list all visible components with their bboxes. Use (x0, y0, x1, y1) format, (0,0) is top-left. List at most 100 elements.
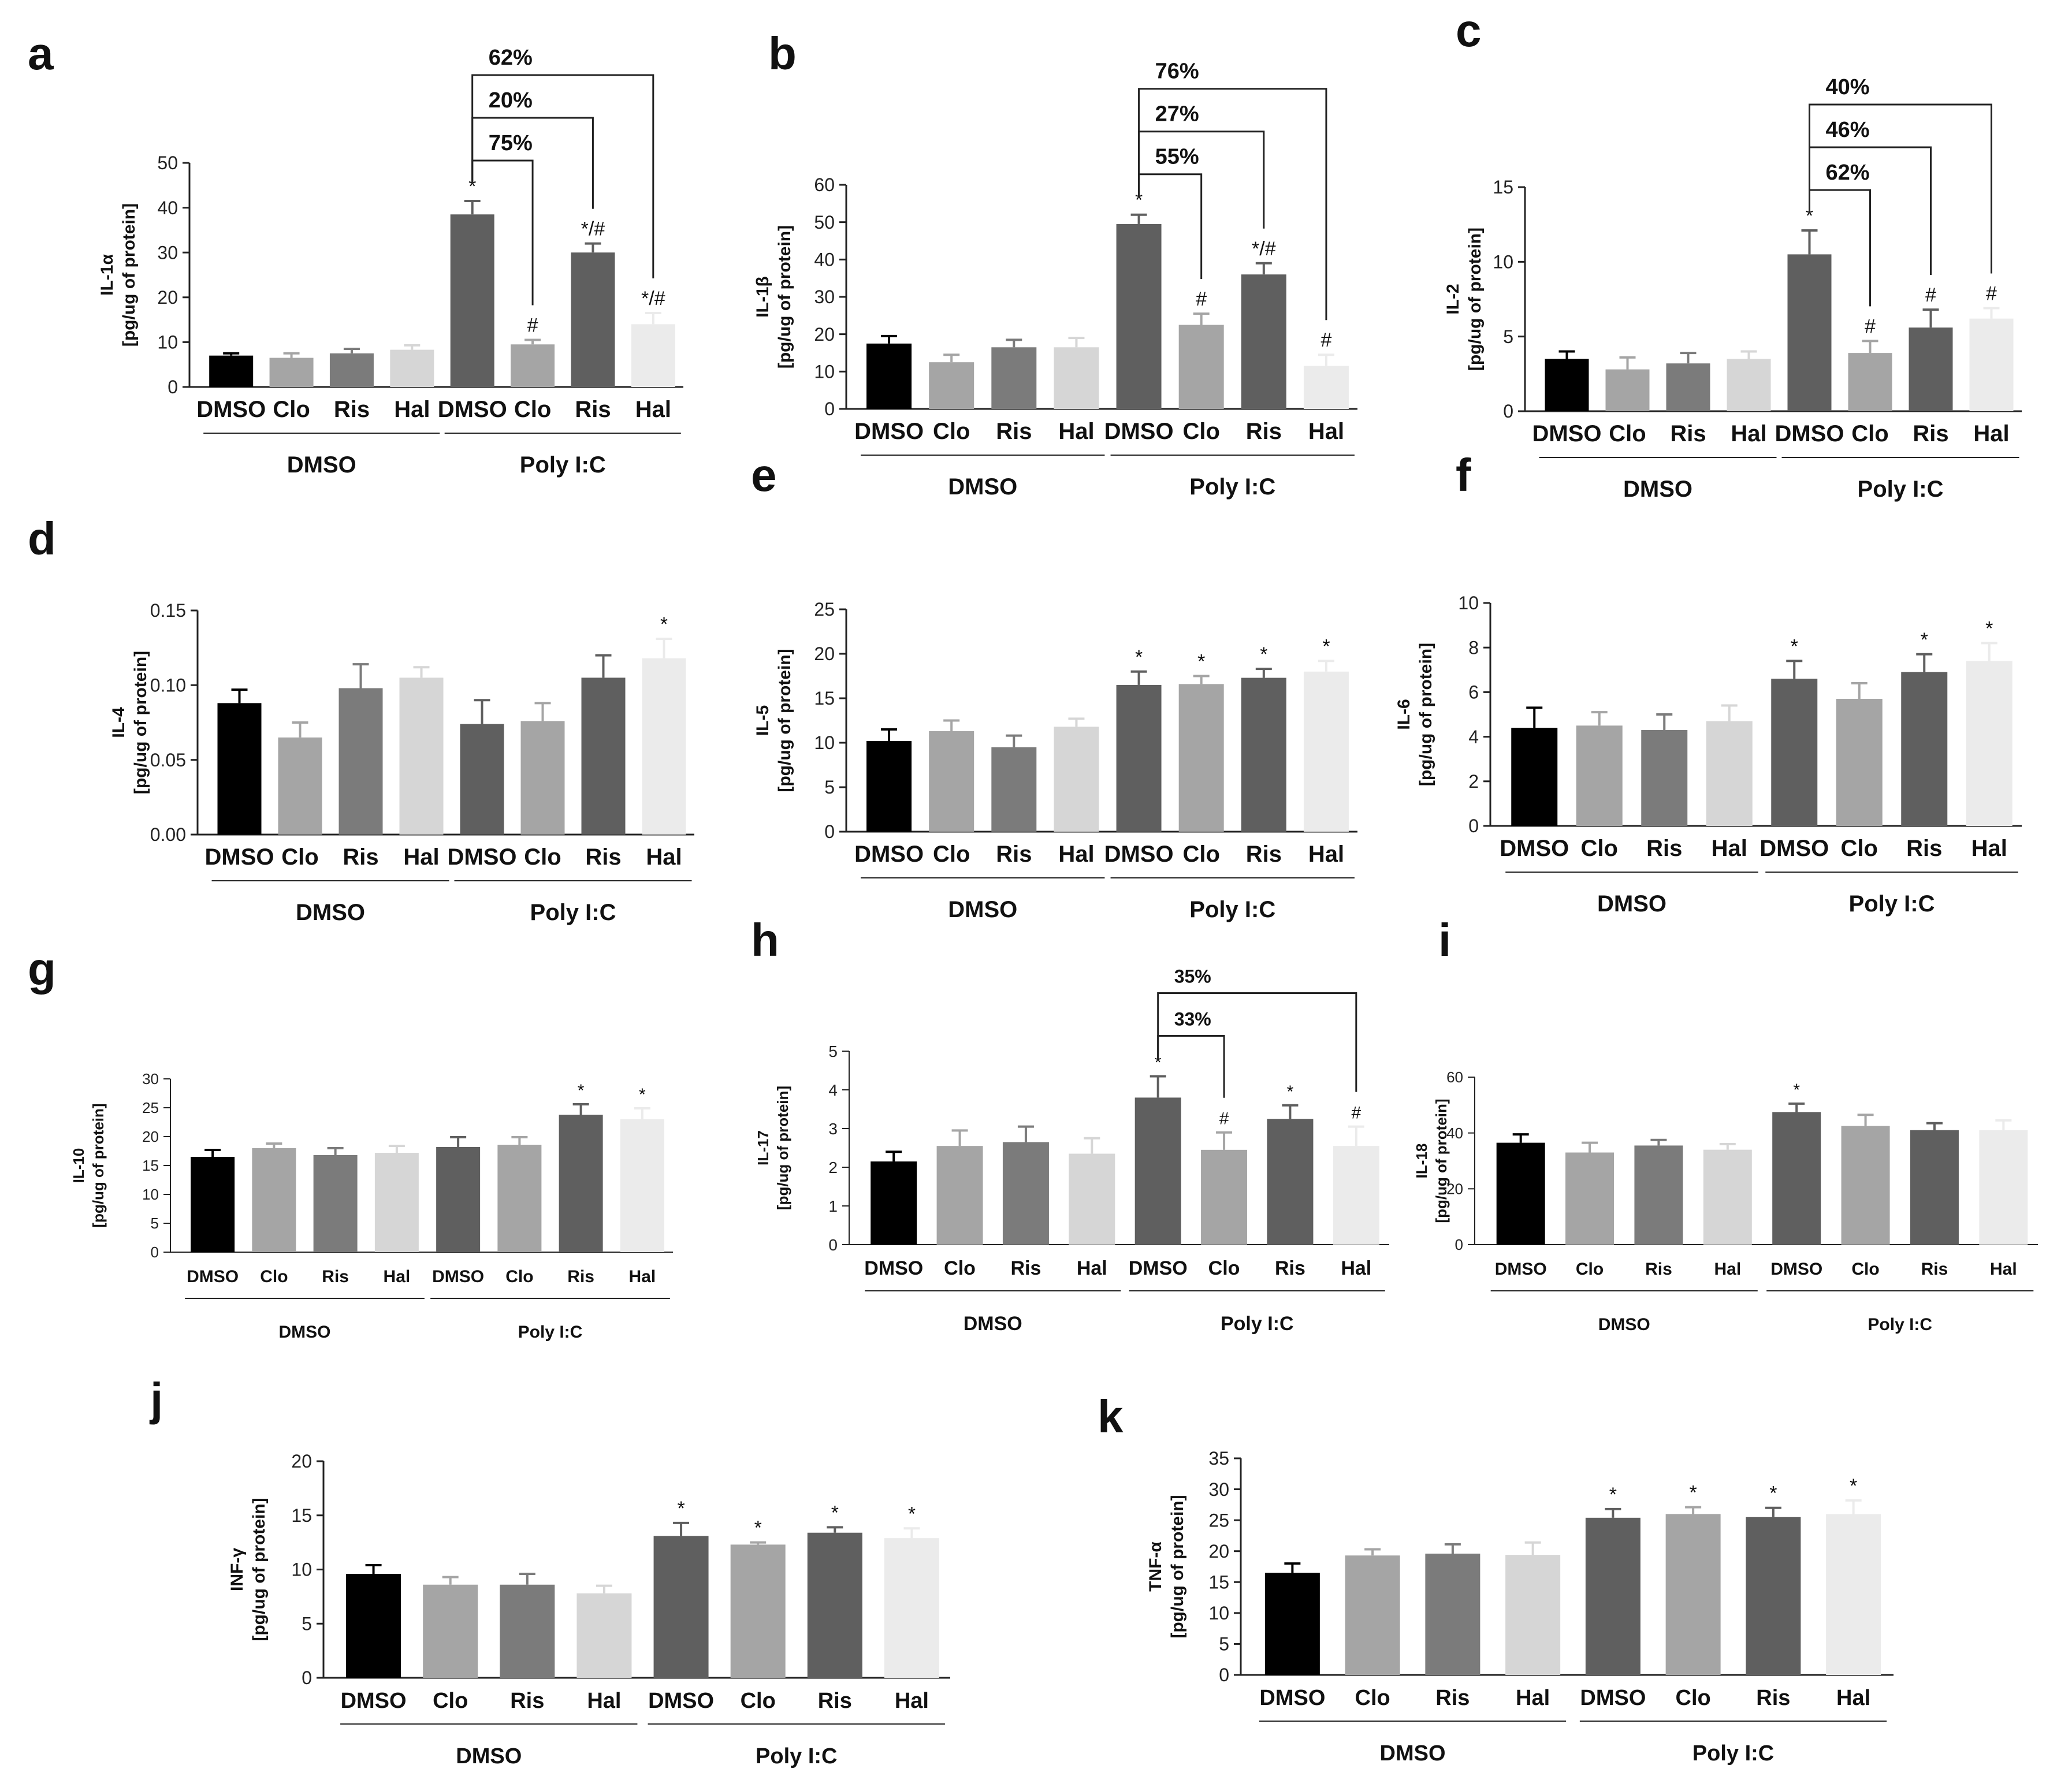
y-tick-label: 0.15 (150, 600, 186, 621)
bar (1969, 318, 2014, 411)
category-label: DMSO (1580, 1686, 1646, 1710)
group-label-dmso: DMSO (296, 900, 365, 925)
category-label: Hal (1341, 1257, 1371, 1279)
panel-a: a 0 10 20 30 40 50 IL-1α [pg/ug of protein] DMSO C… (28, 28, 683, 478)
y-tick-label: 10 (157, 332, 178, 353)
category-label: DMSO (432, 1267, 484, 1286)
category-label: Clo (273, 397, 310, 422)
y-tick-label: 0 (302, 1667, 312, 1688)
panel-letter-h: h (751, 914, 779, 966)
significance-mark: * (1609, 1484, 1617, 1506)
comparison-bracket (1809, 103, 1992, 274)
bar (217, 703, 262, 835)
category-label: Ris (1246, 419, 1282, 444)
significance-mark: # (1196, 288, 1207, 310)
category-label: Hal (403, 844, 439, 870)
group-label-dmso: DMSO (279, 1323, 331, 1342)
y-tick-label: 0 (151, 1243, 159, 1261)
category-label: Hal (646, 844, 682, 870)
y-tick-label: 15 (291, 1505, 312, 1526)
bar (1241, 677, 1286, 832)
y-axis-unit: [pg/ug of protein] (775, 649, 794, 792)
bar (511, 344, 555, 387)
group-label-dmso: DMSO (287, 452, 356, 478)
category-label: Ris (818, 1689, 852, 1713)
category-label: Clo (944, 1257, 976, 1279)
panel-i: i 0 20 40 60 IL-18 [pg/ug of protein] DMSO Clo Ri… (1413, 914, 2038, 1334)
y-tick-label: 0 (828, 1236, 838, 1254)
category-label: DMSO (864, 1257, 923, 1279)
bar (1826, 1514, 1881, 1675)
percent-change-label: 55% (1155, 145, 1199, 169)
bar (278, 737, 322, 835)
category-label: DMSO (448, 844, 517, 870)
bar (399, 677, 444, 835)
bar (1505, 1555, 1561, 1675)
significance-mark: * (1985, 617, 1993, 639)
y-axis-unit: [pg/ug of protein] (120, 203, 139, 347)
y-tick-label: 20 (1446, 1180, 1463, 1197)
y-tick-label: 5 (824, 777, 835, 798)
category-label: Ris (334, 397, 370, 422)
category-label: DMSO (1775, 421, 1844, 446)
y-axis-unit: [pg/ug of protein] (775, 225, 794, 368)
category-label: Ris (567, 1267, 594, 1286)
y-tick-label: 10 (814, 362, 835, 382)
significance-mark: * (660, 613, 668, 635)
category-label: Ris (1275, 1257, 1305, 1279)
y-tick-label: 0 (824, 399, 835, 419)
y-tick-label: 0.00 (150, 824, 186, 845)
category-label: Hal (1308, 419, 1344, 444)
category-label: Clo (1851, 1260, 1879, 1279)
bar (871, 1161, 917, 1245)
category-label: Clo (1208, 1257, 1240, 1279)
percent-change-label: 27% (1155, 102, 1199, 126)
bar (1666, 363, 1710, 411)
bar (1054, 727, 1099, 832)
y-tick-label: 35 (1208, 1448, 1229, 1469)
panel-c: c 0 5 10 15 IL-2 [pg/ug of protein] DMSO Clo Ris H… (1444, 5, 2022, 502)
y-tick-label: 15 (1493, 177, 1513, 198)
significance-mark: * (1135, 189, 1143, 211)
category-label: Ris (1906, 836, 1942, 861)
category-label: Clo (1182, 419, 1219, 444)
y-tick-label: 0 (168, 377, 178, 397)
category-label: Hal (1516, 1686, 1550, 1710)
category-label: Hal (1308, 841, 1344, 867)
y-axis-title: IL-18 (1413, 1144, 1430, 1179)
category-label: Clo (1182, 841, 1219, 867)
bar (991, 747, 1037, 832)
panel-k: k 0 5 10 15 20 25 30 35 TNF-α [pg/ug of protein] DM… (1098, 1391, 1894, 1766)
y-tick-label: 60 (1446, 1068, 1463, 1086)
y-tick-label: 0 (1455, 1236, 1463, 1253)
y-axis-title: IL-1α (98, 254, 117, 296)
panel-letter-c: c (1456, 5, 1482, 56)
significance-mark: * (1690, 1482, 1697, 1504)
bar (991, 347, 1037, 409)
percent-change-label: 75% (489, 131, 533, 155)
bar (1267, 1119, 1314, 1245)
category-label: DMSO (854, 419, 924, 444)
bar (936, 1146, 983, 1245)
y-tick-label: 30 (1208, 1479, 1229, 1500)
y-tick-label: 0 (824, 821, 835, 842)
y-axis-title: IL-10 (70, 1148, 87, 1183)
category-label: Clo (433, 1689, 468, 1713)
category-label: DMSO (1759, 836, 1829, 861)
category-label: Hal (384, 1267, 411, 1286)
y-axis-unit: [pg/ug of protein] (1416, 643, 1435, 786)
bar (450, 214, 494, 387)
comparison-bracket (1157, 992, 1357, 1092)
y-tick-label: 1 (828, 1197, 838, 1215)
y-axis-title: IL-17 (754, 1130, 772, 1166)
y-tick-label: 15 (142, 1157, 159, 1174)
category-label: DMSO (1495, 1260, 1547, 1279)
y-tick-label: 5 (302, 1613, 312, 1634)
panel-e: e 0 5 10 15 20 25 IL-5 [pg/ug of protein] DMSO Clo… (751, 449, 1357, 922)
y-tick-label: 8 (1468, 637, 1479, 658)
bar (460, 724, 504, 835)
bar (1545, 359, 1589, 411)
category-label: DMSO (438, 397, 507, 422)
bar (620, 1119, 664, 1252)
category-label: Clo (741, 1689, 776, 1713)
